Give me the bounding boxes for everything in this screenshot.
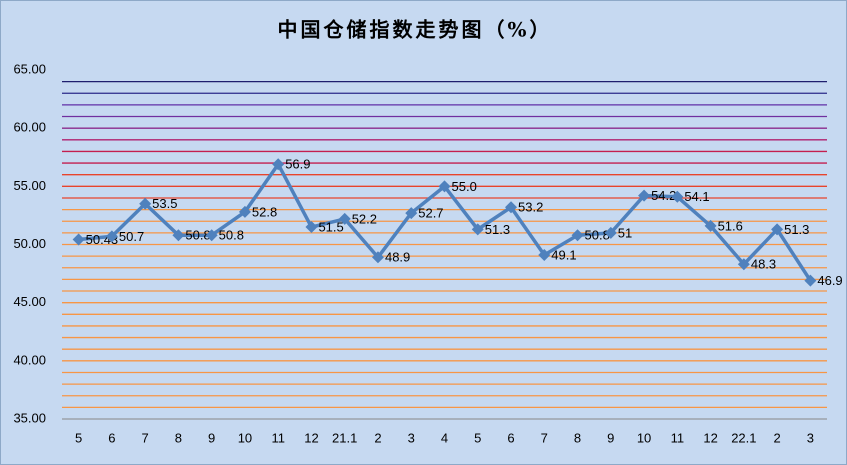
- data-label: 46.9: [817, 273, 842, 288]
- x-tick-label: 11: [271, 430, 285, 445]
- data-label: 51.6: [718, 218, 743, 233]
- x-tick-label: 6: [108, 430, 115, 445]
- y-tick-label: 55.00: [13, 178, 46, 193]
- data-label: 48.9: [385, 250, 410, 265]
- y-tick-label: 50.00: [13, 236, 46, 251]
- data-label: 50.8: [585, 228, 610, 243]
- data-point: [638, 189, 651, 202]
- x-tick-label: 9: [607, 430, 614, 445]
- data-point: [671, 190, 684, 203]
- data-point: [571, 229, 584, 242]
- x-tick-label: 9: [208, 430, 215, 445]
- data-label: 51.3: [485, 222, 510, 237]
- x-tick-label: 21.1: [332, 430, 357, 445]
- data-label: 50.8: [185, 228, 210, 243]
- data-point: [438, 180, 451, 193]
- data-label: 51.5: [318, 219, 343, 234]
- x-tick-label: 12: [304, 430, 318, 445]
- data-point: [604, 226, 617, 239]
- data-point: [704, 219, 717, 232]
- data-label: 51.3: [784, 222, 809, 237]
- x-tick-label: 22.1: [731, 430, 756, 445]
- data-label: 52.8: [252, 204, 277, 219]
- x-tick-label: 3: [408, 430, 415, 445]
- data-label: 50.8: [219, 228, 244, 243]
- data-point: [505, 201, 518, 214]
- data-label: 54.1: [684, 189, 709, 204]
- data-point: [405, 207, 418, 220]
- data-label: 53.2: [518, 200, 543, 215]
- x-tick-label: 4: [441, 430, 448, 445]
- y-tick-label: 45.00: [13, 294, 46, 309]
- x-tick-label: 2: [374, 430, 381, 445]
- data-point: [205, 229, 218, 242]
- data-label: 54.2: [651, 188, 676, 203]
- data-label: 49.1: [551, 247, 576, 262]
- data-point: [105, 230, 118, 243]
- chart-title: 中国仓储指数走势图（%）: [277, 18, 552, 42]
- data-label: 56.9: [285, 157, 310, 172]
- data-point: [238, 205, 251, 218]
- x-tick-label: 10: [238, 430, 252, 445]
- x-tick-label: 7: [142, 430, 149, 445]
- data-label: 50.7: [119, 229, 144, 244]
- data-label: 48.3: [751, 257, 776, 272]
- data-point: [139, 197, 152, 210]
- x-tick-label: 12: [703, 430, 717, 445]
- data-point: [804, 274, 817, 287]
- y-tick-label: 60.00: [13, 120, 46, 135]
- x-tick-label: 2: [773, 430, 780, 445]
- data-point: [371, 251, 384, 264]
- data-point: [272, 158, 285, 171]
- x-tick-label: 11: [671, 430, 685, 445]
- data-label: 55.0: [452, 179, 477, 194]
- data-point: [538, 248, 551, 261]
- data-point: [338, 212, 351, 225]
- y-tick-label: 65.00: [13, 61, 46, 76]
- y-tick-label: 40.00: [13, 352, 46, 367]
- data-label: 53.5: [152, 196, 177, 211]
- x-tick-label: 6: [507, 430, 514, 445]
- data-point: [172, 229, 185, 242]
- data-point: [471, 223, 484, 236]
- x-tick-label: 5: [474, 430, 481, 445]
- x-tick-label: 7: [541, 430, 548, 445]
- x-tick-label: 8: [574, 430, 581, 445]
- y-tick-label: 35.00: [13, 410, 46, 425]
- data-point: [305, 221, 318, 234]
- x-tick-label: 5: [75, 430, 82, 445]
- data-label: 52.2: [352, 211, 377, 226]
- data-point: [72, 233, 85, 246]
- x-tick-label: 3: [807, 430, 814, 445]
- x-tick-label: 8: [175, 430, 182, 445]
- data-point: [737, 258, 750, 271]
- data-label: 51: [618, 225, 632, 240]
- data-point: [771, 223, 784, 236]
- x-tick-label: 10: [637, 430, 651, 445]
- data-label: 52.7: [418, 206, 443, 221]
